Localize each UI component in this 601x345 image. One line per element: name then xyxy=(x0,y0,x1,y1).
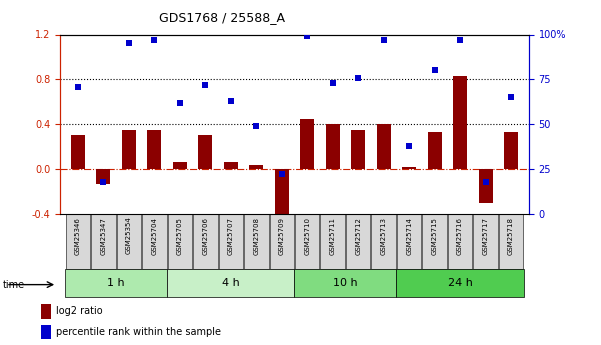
Text: GSM25704: GSM25704 xyxy=(151,217,157,255)
Bar xyxy=(147,130,162,169)
FancyBboxPatch shape xyxy=(269,214,294,269)
Point xyxy=(481,179,490,184)
Point xyxy=(150,37,159,43)
Bar xyxy=(275,169,288,227)
FancyBboxPatch shape xyxy=(346,214,370,269)
Point xyxy=(302,33,312,39)
FancyBboxPatch shape xyxy=(499,214,523,269)
FancyBboxPatch shape xyxy=(142,214,166,269)
Text: GSM25712: GSM25712 xyxy=(355,217,361,255)
Point xyxy=(353,75,363,80)
Bar xyxy=(351,130,365,169)
Text: GSM25347: GSM25347 xyxy=(100,217,106,255)
Point xyxy=(175,100,185,106)
Point xyxy=(456,37,465,43)
Text: GSM25715: GSM25715 xyxy=(432,217,438,255)
Point xyxy=(328,80,338,86)
Bar xyxy=(402,167,416,169)
Bar xyxy=(41,304,50,319)
Text: time: time xyxy=(3,280,25,289)
Text: log2 ratio: log2 ratio xyxy=(56,306,103,316)
Text: GSM25711: GSM25711 xyxy=(330,217,336,255)
Point xyxy=(251,123,261,129)
Bar xyxy=(96,169,111,184)
Bar xyxy=(377,124,391,169)
Point xyxy=(124,41,133,46)
Text: 24 h: 24 h xyxy=(448,278,472,288)
Text: GSM25717: GSM25717 xyxy=(483,217,489,255)
Text: GSM25707: GSM25707 xyxy=(228,217,234,255)
Bar xyxy=(249,165,263,169)
Text: GSM25713: GSM25713 xyxy=(380,217,386,255)
FancyBboxPatch shape xyxy=(193,214,218,269)
Text: GSM25708: GSM25708 xyxy=(253,217,259,255)
Text: GSM25705: GSM25705 xyxy=(177,217,183,255)
Point xyxy=(379,37,388,43)
FancyBboxPatch shape xyxy=(371,214,396,269)
Bar xyxy=(453,76,467,169)
Bar xyxy=(504,132,518,169)
FancyBboxPatch shape xyxy=(66,214,90,269)
Bar xyxy=(41,325,50,339)
Text: 10 h: 10 h xyxy=(333,278,358,288)
Point xyxy=(99,179,108,184)
FancyBboxPatch shape xyxy=(294,269,397,297)
FancyBboxPatch shape xyxy=(244,214,269,269)
Text: GSM25709: GSM25709 xyxy=(279,217,285,255)
FancyBboxPatch shape xyxy=(91,214,115,269)
Point xyxy=(277,172,287,177)
FancyBboxPatch shape xyxy=(397,214,421,269)
FancyBboxPatch shape xyxy=(474,214,498,269)
Point xyxy=(226,98,236,104)
FancyBboxPatch shape xyxy=(320,214,345,269)
Text: 1 h: 1 h xyxy=(108,278,125,288)
FancyBboxPatch shape xyxy=(219,214,243,269)
Text: 4 h: 4 h xyxy=(222,278,240,288)
Bar xyxy=(71,136,85,169)
Text: GSM25346: GSM25346 xyxy=(75,217,81,255)
Text: GSM25710: GSM25710 xyxy=(304,217,310,255)
Bar xyxy=(122,130,136,169)
Point xyxy=(73,84,83,89)
Point xyxy=(506,95,516,100)
Bar xyxy=(300,119,314,169)
Text: GSM25716: GSM25716 xyxy=(457,217,463,255)
Text: GSM25706: GSM25706 xyxy=(203,217,209,255)
FancyBboxPatch shape xyxy=(65,269,167,297)
Point xyxy=(404,143,414,148)
Point xyxy=(430,68,439,73)
Text: GSM25354: GSM25354 xyxy=(126,217,132,254)
Text: GSM25714: GSM25714 xyxy=(406,217,412,255)
FancyBboxPatch shape xyxy=(397,269,524,297)
Bar xyxy=(326,124,340,169)
Text: GSM25718: GSM25718 xyxy=(508,217,514,255)
FancyBboxPatch shape xyxy=(117,214,141,269)
Bar xyxy=(427,132,442,169)
Bar xyxy=(224,162,238,169)
FancyBboxPatch shape xyxy=(448,214,472,269)
Point xyxy=(201,82,210,88)
FancyBboxPatch shape xyxy=(295,214,320,269)
Text: GDS1768 / 25588_A: GDS1768 / 25588_A xyxy=(159,11,285,24)
FancyBboxPatch shape xyxy=(167,269,294,297)
Bar xyxy=(198,136,212,169)
FancyBboxPatch shape xyxy=(168,214,192,269)
Bar xyxy=(173,162,187,169)
FancyBboxPatch shape xyxy=(423,214,447,269)
Bar xyxy=(478,169,493,203)
Text: percentile rank within the sample: percentile rank within the sample xyxy=(56,327,221,337)
